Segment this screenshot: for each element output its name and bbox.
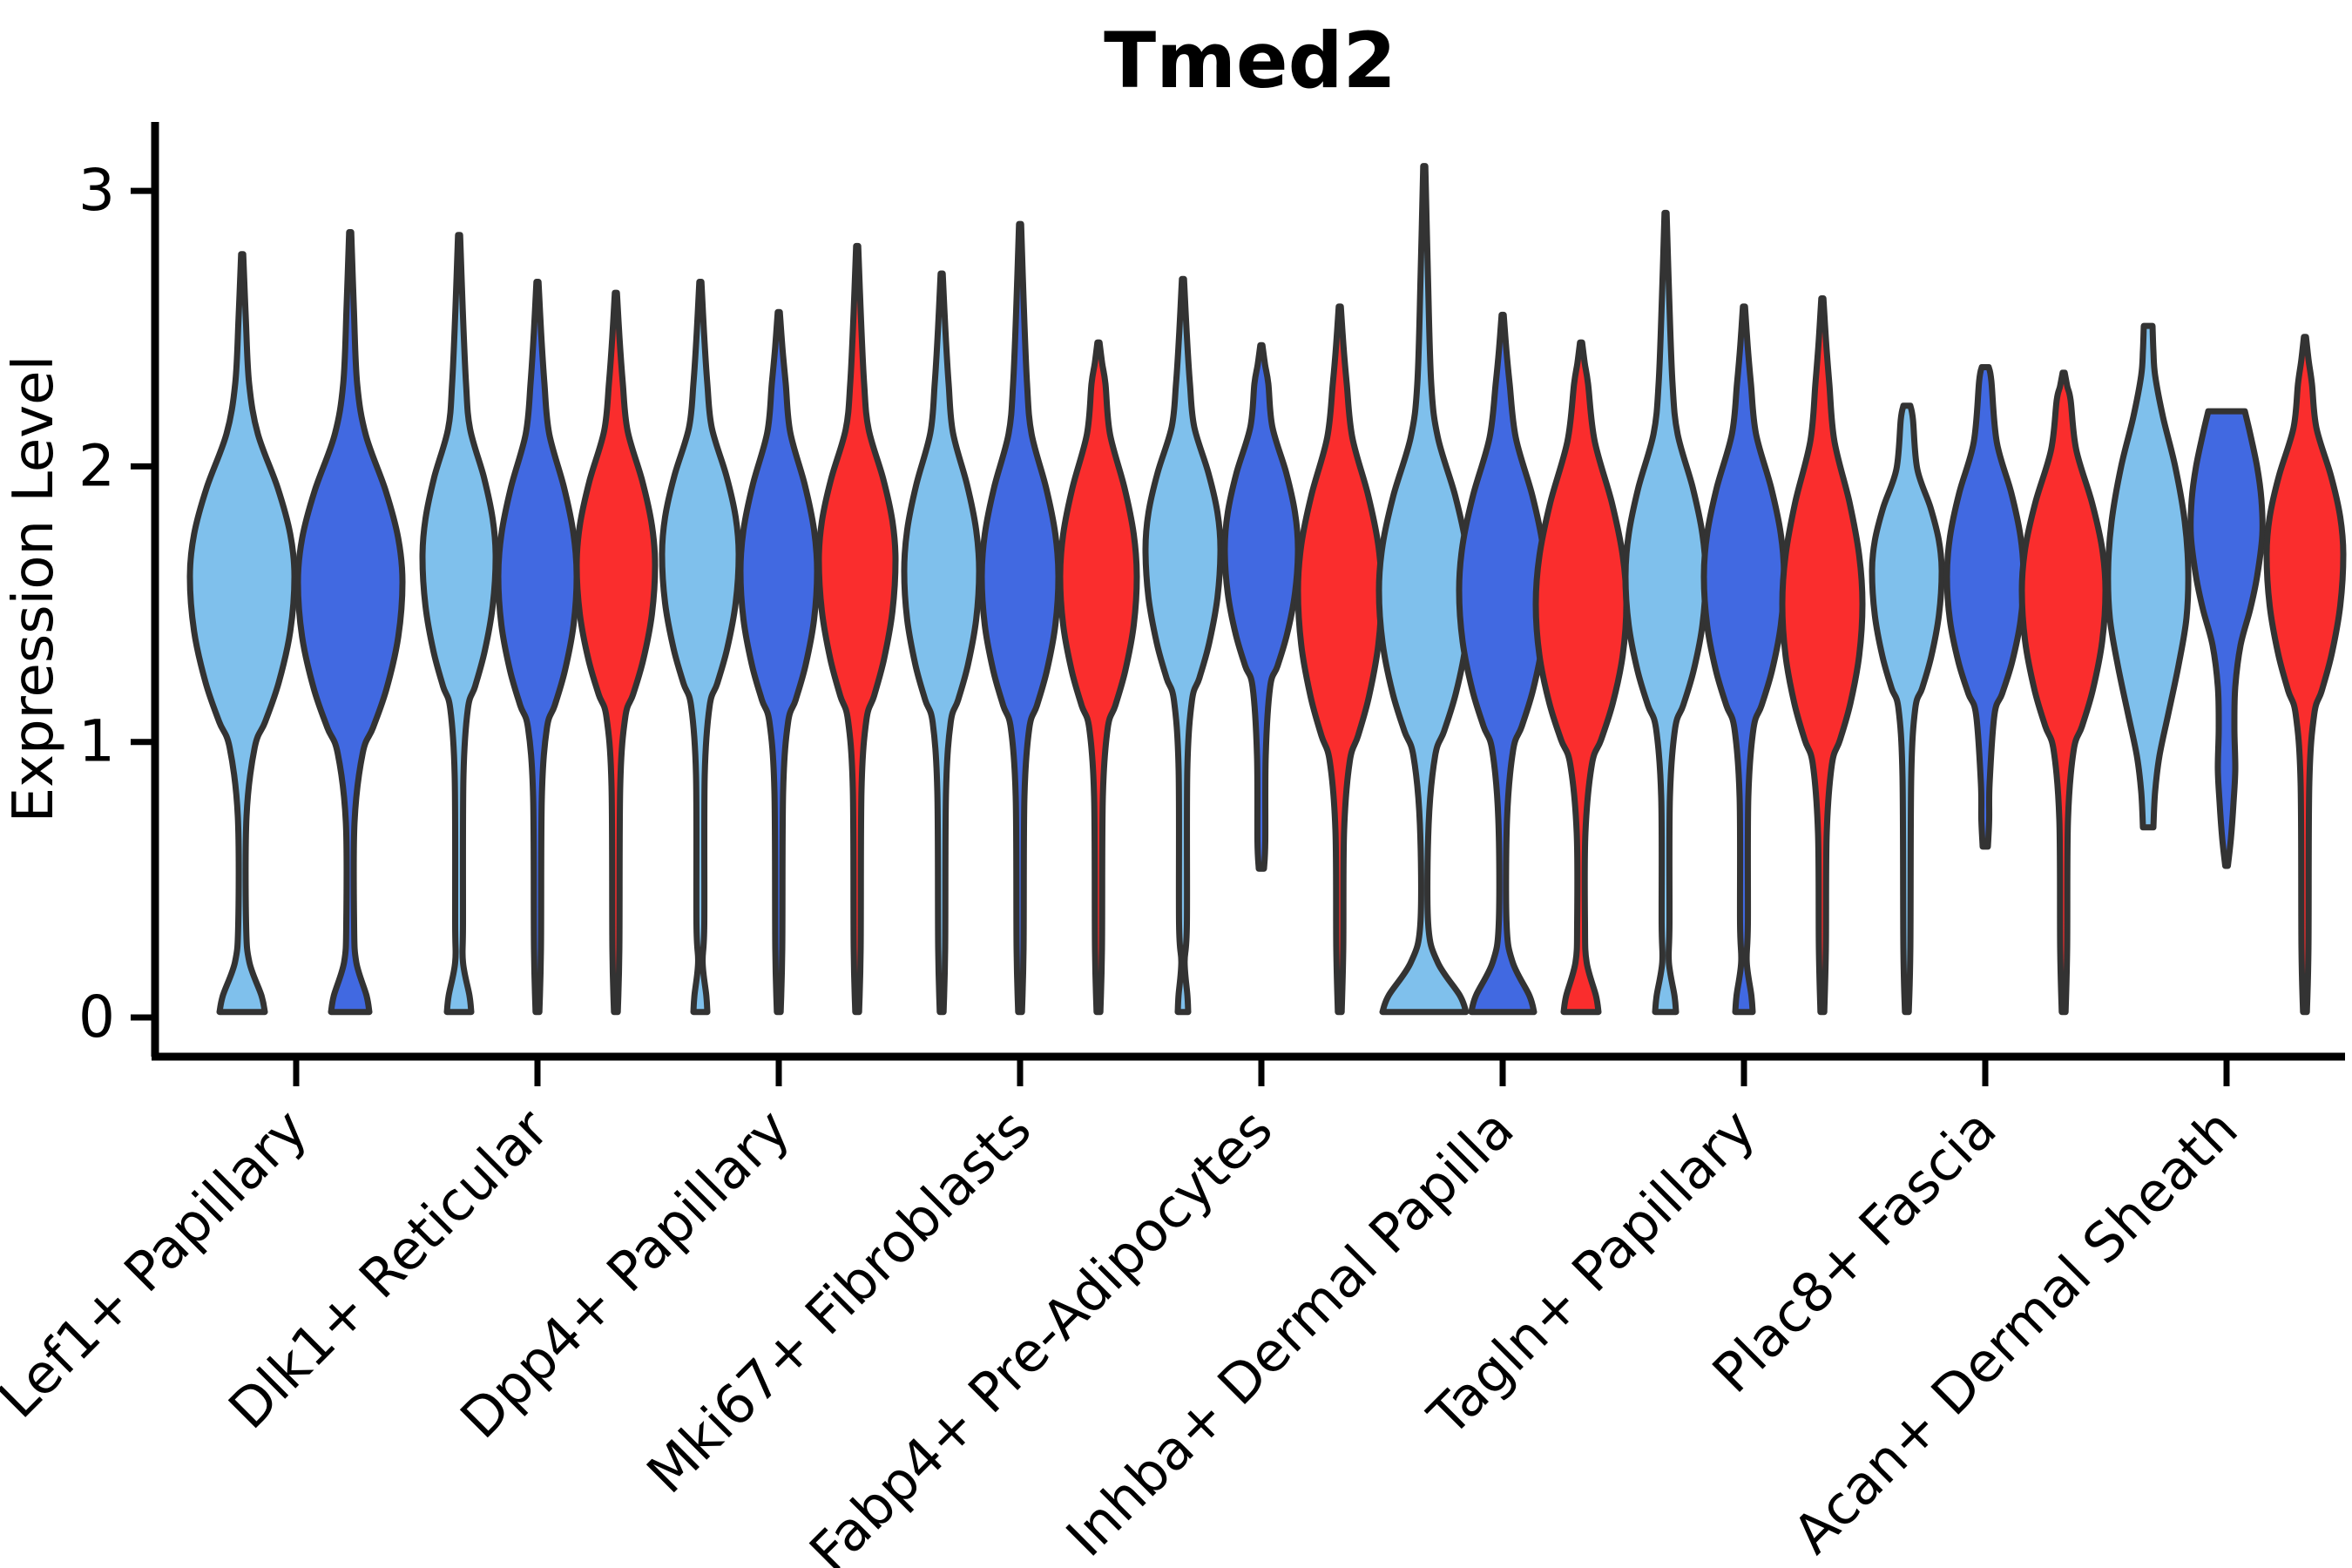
violin-inhba-dermal-papilla-skyblue [1375, 163, 1473, 1016]
x-tick-label-8: Acan+ Dermal Sheath [1781, 1097, 2249, 1565]
violin-dlk1-reticular-red [573, 289, 659, 1016]
violin-inhba-dermal-papilla-royalblue [1456, 311, 1550, 1016]
y-axis-label: Expression Level [2, 355, 66, 823]
violin-fabp4-pre-adipocytes-royalblue [1221, 341, 1301, 872]
violin-tagln-papillary-skyblue [1622, 209, 1709, 1016]
violin-inhba-dermal-papilla-red [1532, 339, 1630, 1016]
y-tick-label-1: 1 [78, 708, 115, 775]
chart-title: Tmed2 [1104, 16, 1396, 105]
violins-layer [186, 163, 2347, 1016]
violin-mki67-fibroblasts-red [1057, 339, 1140, 1016]
y-tick-label-2: 2 [78, 432, 115, 499]
violin-acan-dermal-sheath-skyblue [2105, 322, 2192, 831]
violin-dpp4-papillary-skyblue [659, 279, 742, 1016]
violin-fabp4-pre-adipocytes-skyblue [1142, 275, 1224, 1016]
violin-mki67-fibroblasts-skyblue [901, 270, 983, 1016]
violin-dlk1-reticular-skyblue [419, 232, 499, 1016]
y-tick-label-3: 3 [78, 157, 115, 224]
violin-mki67-fibroblasts-royalblue [978, 220, 1062, 1016]
axes-layer [151, 122, 2345, 1061]
violin-dlk1-reticular-royalblue [495, 279, 580, 1016]
y-tick-label-0: 0 [78, 983, 115, 1051]
x-tick-label-4: Fabp4+ Pre-Adipocytes [797, 1097, 1284, 1568]
violin-plac8-fascia-red [2018, 369, 2109, 1016]
violin-acan-dermal-sheath-red [2263, 334, 2347, 1016]
violin-lef1-papillary-royalblue [294, 229, 406, 1016]
violin-fabp4-pre-adipocytes-red [1294, 303, 1385, 1016]
violin-lef1-papillary-skyblue [186, 251, 298, 1016]
violin-tagln-papillary-red [1779, 295, 1866, 1016]
violin-plac8-fascia-skyblue [1869, 402, 1945, 1016]
violin-plac8-fascia-royalblue [1943, 364, 2027, 850]
violin-dpp4-papillary-royalblue [737, 308, 821, 1016]
violin-acan-dermal-sheath-royalblue [2187, 408, 2266, 869]
violin-tagln-papillary-royalblue [1700, 303, 1788, 1016]
x-tick-label-5: Inhba+ Dermal Papilla [1054, 1097, 1526, 1568]
violin-dpp4-papillary-red [815, 242, 899, 1016]
